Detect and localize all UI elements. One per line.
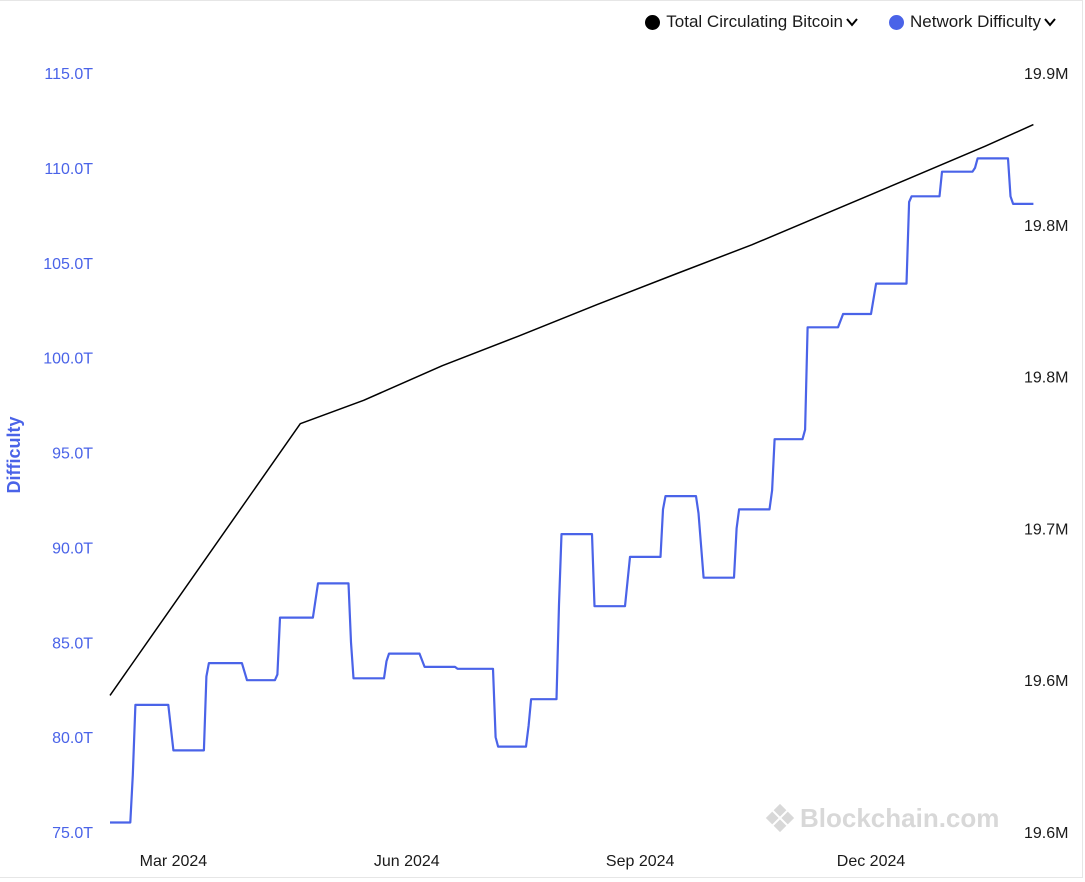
x-tick-label: Jun 2024 <box>374 853 440 870</box>
y-tick-label-left: 100.0T <box>43 351 93 368</box>
legend-label: Network Difficulty <box>910 12 1041 31</box>
y-tick-label-left: 85.0T <box>52 635 93 652</box>
legend-item-network-difficulty[interactable]: Network Difficulty <box>889 12 1057 32</box>
legend-item-total-circulating-bitcoin[interactable]: Total Circulating Bitcoin <box>645 12 859 32</box>
y-tick-label-left: 90.0T <box>52 540 93 557</box>
y-tick-label-left: 110.0T <box>44 161 93 178</box>
y-tick-label-left: 95.0T <box>52 446 93 463</box>
y-tick-label-right: 19.6M <box>1024 825 1068 842</box>
watermark: Blockchain.com <box>765 803 999 833</box>
y-axis-label: Difficulty <box>4 416 24 493</box>
y-tick-label-left: 75.0T <box>52 825 93 842</box>
y-tick-label-right: 19.9M <box>1024 66 1068 83</box>
chart-legend: Total Circulating Bitcoin Network Diffic… <box>645 12 1057 32</box>
y-tick-label-right: 19.7M <box>1024 521 1068 538</box>
chevron-down-icon[interactable] <box>1043 15 1057 29</box>
network-difficulty-line <box>110 157 1034 824</box>
y-tick-label-left: 115.0T <box>44 66 93 83</box>
y-tick-label-right: 19.6M <box>1024 673 1068 690</box>
total-circulating-bitcoin-line <box>109 123 1034 696</box>
legend-dot-icon <box>645 14 661 30</box>
legend-label: Total Circulating Bitcoin <box>666 12 843 31</box>
x-tick-label: Sep 2024 <box>606 853 675 870</box>
y-tick-label-right: 19.8M <box>1024 218 1068 235</box>
watermark-text: Blockchain.com <box>800 803 999 833</box>
y-tick-label-right: 19.8M <box>1024 370 1068 387</box>
blockchain-logo-icon <box>765 803 795 833</box>
y-tick-label-left: 80.0T <box>52 730 93 747</box>
legend-dot-icon <box>889 14 904 30</box>
x-tick-label: Dec 2024 <box>837 853 906 870</box>
chevron-down-icon[interactable] <box>845 15 859 29</box>
y-tick-label-left: 105.0T <box>43 256 93 273</box>
x-tick-label: Mar 2024 <box>140 853 208 870</box>
